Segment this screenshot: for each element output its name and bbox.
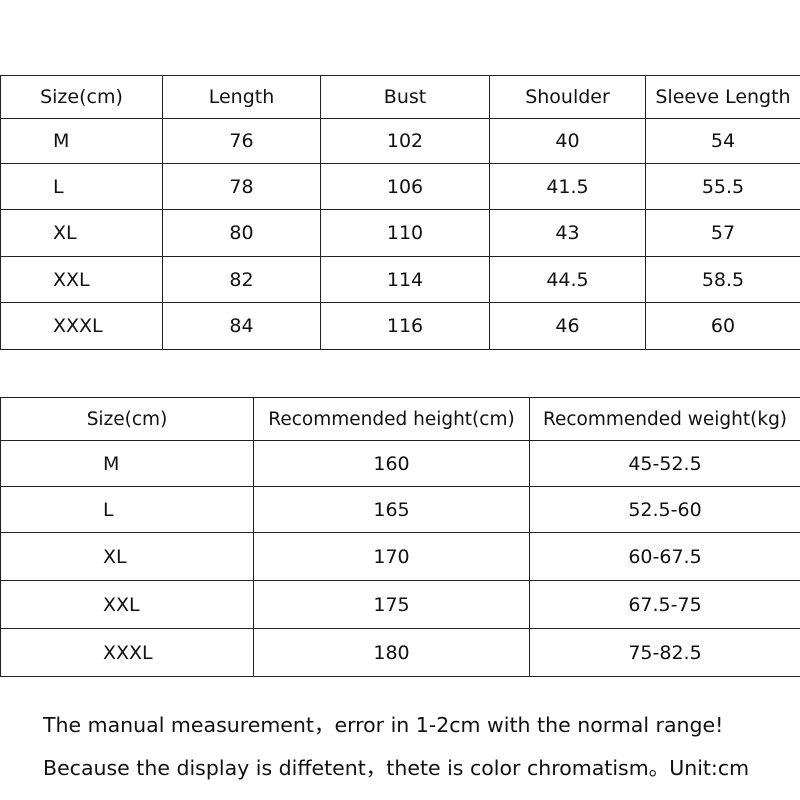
- table-cell: 110: [320, 209, 490, 257]
- table-cell: XXXL: [0, 628, 254, 677]
- table-row: L 165 52.5-60: [0, 486, 800, 533]
- table-cell: 106: [320, 163, 490, 210]
- table-cell: 44.5: [489, 256, 646, 303]
- table-cell: 45-52.5: [529, 440, 800, 487]
- table-cell: 60-67.5: [529, 532, 800, 581]
- table-row: XXL 175 67.5-75: [0, 580, 800, 629]
- table-cell: 180: [253, 628, 530, 677]
- table-cell: XL: [0, 209, 163, 257]
- table-row: XXXL 84 116 46 60: [0, 302, 800, 350]
- table-row: XXXL 180 75-82.5: [0, 628, 800, 677]
- header-cell: Recommended weight(kg): [529, 397, 800, 441]
- table-row: M 76 102 40 54: [0, 118, 800, 164]
- table-cell: XXL: [0, 580, 254, 629]
- table-cell: 160: [253, 440, 530, 487]
- table-cell: 78: [162, 163, 321, 210]
- table-cell: 175: [253, 580, 530, 629]
- table-cell: 46: [489, 302, 646, 350]
- table-cell: 165: [253, 486, 530, 533]
- table-cell: 60: [645, 302, 800, 350]
- header-cell: Sleeve Length: [645, 75, 800, 119]
- header-cell: Size(cm): [0, 75, 163, 119]
- table-cell: M: [0, 440, 254, 487]
- table-row: XL 170 60-67.5: [0, 532, 800, 581]
- table-cell: 67.5-75: [529, 580, 800, 629]
- header-row: Size(cm) Length Bust Shoulder Sleeve Length: [0, 75, 800, 119]
- table-cell: 57: [645, 209, 800, 257]
- table-cell: M: [0, 118, 163, 164]
- table-cell: XXXL: [0, 302, 163, 350]
- table-cell: XL: [0, 532, 254, 581]
- table-cell: 40: [489, 118, 646, 164]
- table-cell: 84: [162, 302, 321, 350]
- table-cell: 170: [253, 532, 530, 581]
- table-cell: 58.5: [645, 256, 800, 303]
- table-row: XL 80 110 43 57: [0, 209, 800, 257]
- header-cell: Bust: [320, 75, 490, 119]
- header-row: Size(cm) Recommended height(cm) Recommende…: [0, 397, 800, 441]
- table-cell: 43: [489, 209, 646, 257]
- note: Because the display is diffetent，thete i…: [43, 756, 750, 780]
- recommendation-table: Size(cm) Recommended height(cm) Recommende…: [0, 397, 800, 677]
- table-cell: 116: [320, 302, 490, 350]
- table-cell: 82: [162, 256, 321, 303]
- table-row: L 78 106 41.5 55.5: [0, 163, 800, 210]
- table-cell: 80: [162, 209, 321, 257]
- table-cell: 52.5-60: [529, 486, 800, 533]
- table-cell: 41.5: [489, 163, 646, 210]
- table-cell: L: [0, 163, 163, 210]
- header-cell: Length: [162, 75, 321, 119]
- table-cell: 55.5: [645, 163, 800, 210]
- header-cell: Size(cm): [0, 397, 254, 441]
- header-cell: Shoulder: [489, 75, 646, 119]
- table-cell: 76: [162, 118, 321, 164]
- note: The manual measurement，error in 1-2cm wi…: [43, 713, 724, 737]
- size-table: Size(cm) Length Bust Shoulder Sleeve Length M…: [0, 75, 800, 350]
- table-cell: XXL: [0, 256, 163, 303]
- table-cell: 75-82.5: [529, 628, 800, 677]
- table-cell: 102: [320, 118, 490, 164]
- table-row: XXL 82 114 44.5 58.5: [0, 256, 800, 303]
- table-cell: 54: [645, 118, 800, 164]
- table-row: M 160 45-52.5: [0, 440, 800, 487]
- table-cell: 114: [320, 256, 490, 303]
- header-cell: Recommended height(cm): [253, 397, 530, 441]
- table-cell: L: [0, 486, 254, 533]
